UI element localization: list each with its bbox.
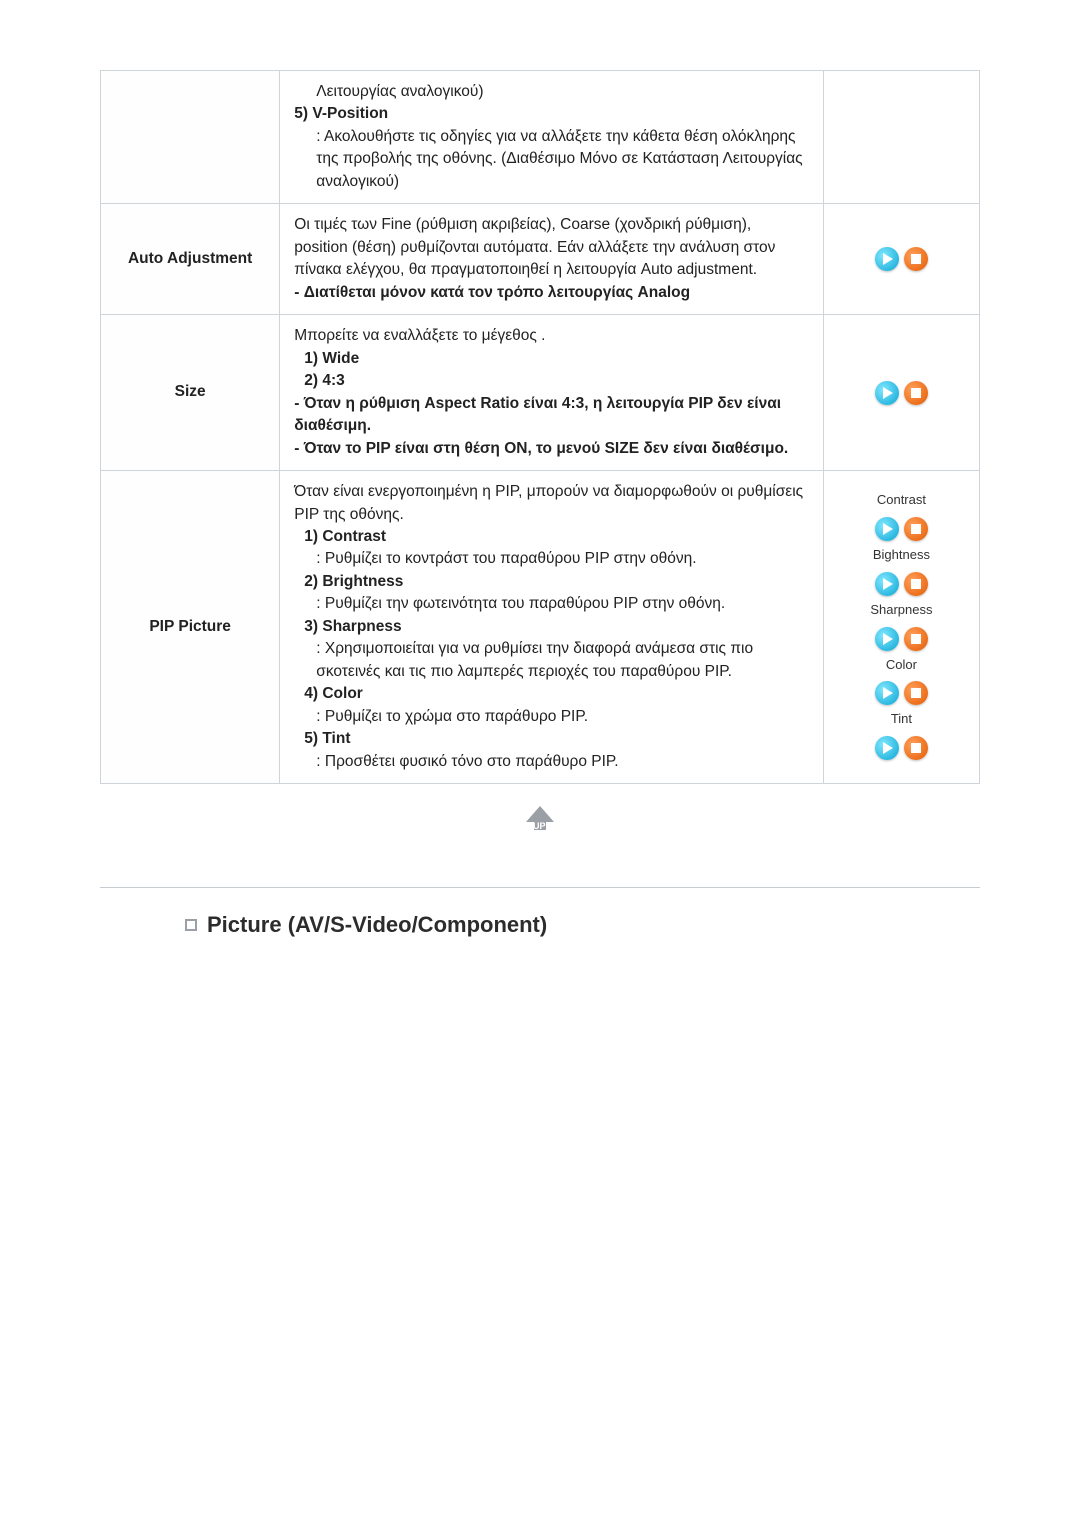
section-header: Picture (AV/S-Video/Component) [100,912,980,938]
subheading: 1) Contrast [294,528,386,545]
stop-icon[interactable] [904,736,928,760]
up-arrow-icon: UP [523,806,557,834]
text-block: : Ρυθμίζει την φωτεινότητα του παραθύρου… [294,593,725,615]
subheading: 4) Color [294,685,363,702]
play-stop-icons[interactable] [875,681,928,705]
text-block: : Ρυθμίζει το χρώμα στο παράθυρο PIP. [294,706,588,728]
play-icon[interactable] [875,736,899,760]
up-button[interactable]: UP [100,784,980,879]
stop-icon[interactable] [904,572,928,596]
subheading: 3) Sharpness [294,618,401,635]
text-block: : Προσθέτει φυσικό τόνο στο παράθυρο PIP… [294,751,618,773]
stop-icon[interactable] [904,517,928,541]
row-description: Όταν είναι ενεργοποιημένη η PIP, μπορούν… [280,471,824,784]
section-title: Picture (AV/S-Video/Component) [207,912,547,938]
divider [100,887,980,888]
play-icon[interactable] [875,381,899,405]
play-icon[interactable] [875,517,899,541]
play-stop-icons[interactable] [875,572,928,596]
table-row: PIP Picture Όταν είναι ενεργοποιημένη η … [101,471,980,784]
anim-label: Contrast [877,491,926,510]
play-stop-icons[interactable] [875,517,928,541]
row-label: Size [101,315,280,471]
bullet-icon [185,919,197,931]
anim-cell [823,71,979,204]
up-label: UP [533,821,546,831]
row-description: Οι τιμές των Fine (ρύθμιση ακριβείας), C… [280,204,824,315]
text-block: : Χρησιμοποιείται για να ρυθμίσει την δι… [294,638,809,683]
text-line: Λειτουργίας αναλογικού) [316,83,483,100]
stop-icon[interactable] [904,681,928,705]
bold-note: - Διατίθεται μόνον κατά τον τρόπο λειτου… [294,284,690,301]
play-stop-icons[interactable] [875,381,928,405]
anim-cell [823,315,979,471]
bold-note: - Όταν το PIP είναι στη θέση ON, το μενο… [294,440,788,457]
row-label: PIP Picture [101,471,280,784]
anim-cell: Contrast Bightness Sharpness [823,471,979,784]
row-description: Λειτουργίας αναλογικού) 5) V-Position : … [280,71,824,204]
list-item: 1) Wide [294,350,359,367]
text-block: Οι τιμές των Fine (ρύθμιση ακριβείας), C… [294,216,775,278]
subheading: 2) Brightness [294,573,403,590]
play-icon[interactable] [875,572,899,596]
subheading: 5) Tint [294,730,350,747]
row-description: Μπορείτε να εναλλάξετε το μέγεθος . 1) W… [280,315,824,471]
play-stop-icons[interactable] [875,627,928,651]
anim-label: Bightness [873,546,930,565]
intro-text: Όταν είναι ενεργοποιημένη η PIP, μπορούν… [294,483,803,522]
row-label: Auto Adjustment [101,204,280,315]
page: Λειτουργίας αναλογικού) 5) V-Position : … [0,0,1080,938]
play-stop-icons[interactable] [875,736,928,760]
anim-label: Tint [891,710,912,729]
table-row: Size Μπορείτε να εναλλάξετε το μέγεθος .… [101,315,980,471]
play-icon[interactable] [875,247,899,271]
table-row: Auto Adjustment Οι τιμές των Fine (ρύθμι… [101,204,980,315]
table-row: Λειτουργίας αναλογικού) 5) V-Position : … [101,71,980,204]
anim-label: Color [886,656,917,675]
text-block: Μπορείτε να εναλλάξετε το μέγεθος . [294,327,545,344]
play-icon[interactable] [875,681,899,705]
stop-icon[interactable] [904,627,928,651]
subheading: 5) V-Position [294,103,809,125]
row-label [101,71,280,204]
bold-note: - Όταν η ρύθμιση Aspect Ratio είναι 4:3,… [294,395,781,434]
stop-icon[interactable] [904,381,928,405]
list-item: 2) 4:3 [294,372,345,389]
anim-label: Sharpness [870,601,932,620]
text-block: : Ακολουθήστε τις οδηγίες για να αλλάξετ… [316,128,802,190]
text-block: : Ρυθμίζει το κοντράστ του παραθύρου PIP… [294,548,696,570]
stop-icon[interactable] [904,247,928,271]
play-icon[interactable] [875,627,899,651]
play-stop-icons[interactable] [875,247,928,271]
anim-cell [823,204,979,315]
settings-table: Λειτουργίας αναλογικού) 5) V-Position : … [100,70,980,784]
